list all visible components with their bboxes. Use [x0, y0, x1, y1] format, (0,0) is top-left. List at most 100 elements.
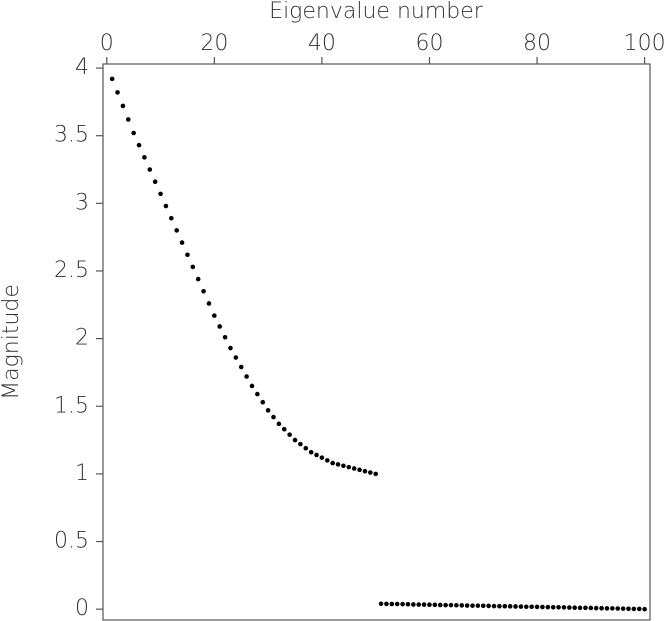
point	[287, 432, 292, 437]
point	[378, 601, 384, 607]
point	[249, 383, 255, 389]
point	[615, 606, 621, 611]
point	[486, 603, 491, 609]
y-tick-label: 2	[75, 326, 89, 351]
point	[152, 179, 158, 184]
point	[534, 604, 540, 610]
point	[228, 345, 233, 351]
point	[174, 228, 179, 233]
point	[271, 414, 276, 420]
point	[540, 604, 545, 610]
point	[298, 441, 303, 447]
point	[443, 602, 448, 608]
point	[115, 90, 120, 95]
point	[346, 464, 352, 470]
point	[497, 603, 502, 609]
point	[454, 602, 459, 608]
point	[604, 606, 610, 611]
point	[642, 606, 647, 612]
point	[195, 276, 201, 282]
point	[362, 468, 368, 474]
point	[158, 191, 163, 197]
point	[131, 130, 136, 136]
point	[577, 605, 583, 611]
point	[475, 603, 481, 608]
point	[567, 605, 572, 610]
point	[448, 602, 454, 608]
point	[260, 399, 266, 405]
point	[588, 605, 594, 611]
point	[636, 606, 642, 612]
point	[550, 604, 556, 610]
point	[206, 301, 212, 306]
point	[599, 605, 604, 611]
point	[217, 324, 223, 329]
point	[303, 445, 309, 451]
point	[480, 603, 486, 609]
point	[179, 240, 185, 245]
point	[212, 313, 217, 318]
point	[233, 355, 239, 360]
point	[620, 606, 626, 611]
point	[405, 602, 411, 607]
y-tick-label: 3	[75, 190, 89, 215]
point	[373, 471, 378, 477]
x-tick-label: 80	[523, 31, 551, 56]
x-axis-label: Eigenvalue number	[269, 0, 484, 24]
point	[502, 603, 508, 609]
x-tick-label: 20	[200, 31, 228, 56]
point	[437, 602, 443, 608]
point	[518, 604, 524, 609]
x-tick-label: 100	[624, 31, 666, 56]
x-tick-label: 40	[308, 31, 336, 56]
x-tick-label: 60	[415, 31, 443, 56]
point	[238, 364, 244, 370]
point	[400, 601, 405, 607]
point	[357, 467, 362, 473]
point	[626, 606, 631, 612]
point	[491, 603, 497, 609]
point	[593, 605, 599, 611]
y-tick-label: 3.5	[54, 123, 89, 148]
point	[255, 391, 260, 397]
point	[136, 142, 142, 148]
y-axis-label: Magnitude	[0, 284, 24, 400]
point	[432, 602, 438, 608]
point	[120, 103, 126, 109]
x-tick-label: 0	[100, 31, 114, 56]
point	[351, 466, 357, 471]
point	[631, 606, 637, 612]
point	[384, 601, 389, 607]
point	[147, 167, 153, 172]
point	[341, 463, 346, 469]
point	[292, 437, 298, 443]
y-tick-label: 2.5	[54, 258, 89, 283]
point	[265, 408, 271, 413]
y-tick-label: 0	[75, 596, 89, 621]
point	[459, 603, 465, 608]
point	[276, 421, 282, 427]
point	[109, 76, 115, 82]
point	[421, 602, 427, 607]
point	[507, 604, 513, 609]
point	[324, 458, 330, 463]
point	[368, 470, 373, 475]
point	[319, 455, 325, 460]
point	[330, 460, 335, 466]
point	[523, 604, 529, 610]
point	[244, 374, 249, 379]
plot-frame	[102, 63, 651, 621]
y-tick-label: 1	[75, 461, 89, 486]
point	[169, 215, 174, 221]
point	[556, 604, 561, 610]
point	[389, 601, 395, 607]
point	[583, 605, 588, 611]
point	[545, 604, 551, 610]
point	[190, 264, 196, 270]
point	[610, 606, 615, 611]
point	[281, 426, 287, 432]
point	[427, 602, 432, 608]
point	[470, 603, 475, 608]
y-tick-label: 1.5	[54, 393, 89, 418]
